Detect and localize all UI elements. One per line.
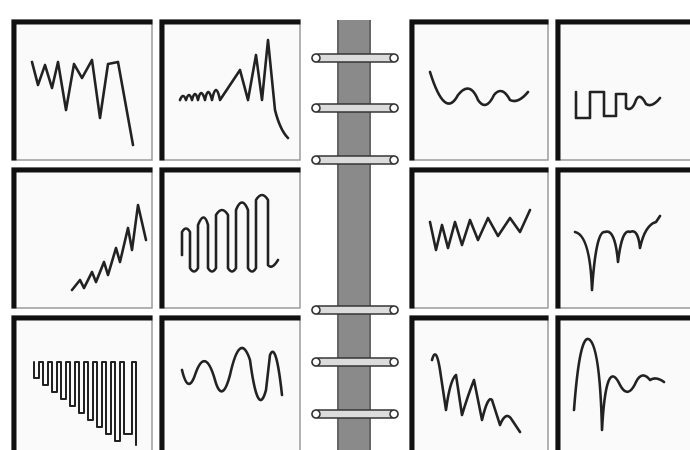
squiggle <box>180 346 284 402</box>
squiggle <box>33 361 137 446</box>
panel <box>11 167 153 309</box>
squiggle <box>428 208 532 252</box>
squiggle <box>70 203 148 292</box>
squiggle <box>180 193 280 273</box>
ring <box>311 305 399 315</box>
squiggle <box>572 337 666 432</box>
squiggle <box>430 353 522 434</box>
squiggle <box>30 58 135 147</box>
panel <box>555 315 690 450</box>
squiggle <box>178 38 290 140</box>
panel <box>11 315 153 450</box>
ring <box>311 357 399 367</box>
panel <box>409 19 549 161</box>
panel <box>555 167 690 309</box>
ring <box>311 53 399 63</box>
panel <box>159 167 301 309</box>
panel <box>555 19 690 161</box>
spine <box>338 20 370 450</box>
right-page <box>409 19 690 450</box>
ring <box>311 155 399 165</box>
panel <box>159 19 301 161</box>
panel <box>409 167 549 309</box>
binding <box>311 20 399 450</box>
squiggle <box>428 70 530 107</box>
panel <box>409 315 549 450</box>
squiggle <box>574 90 662 120</box>
panel <box>159 315 301 450</box>
left-page <box>11 19 301 450</box>
panel <box>11 19 153 161</box>
ring <box>311 409 399 419</box>
ring <box>311 103 399 113</box>
squiggle <box>573 214 662 292</box>
